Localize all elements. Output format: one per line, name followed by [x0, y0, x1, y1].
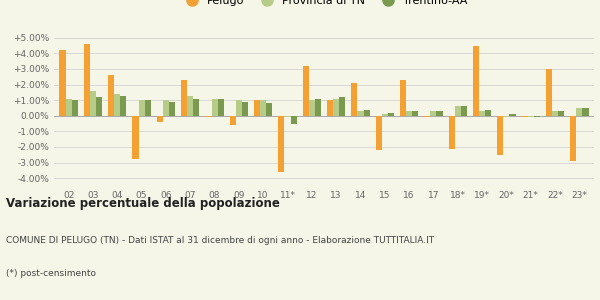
- Bar: [503, 116, 509, 117]
- Bar: [339, 97, 345, 116]
- Text: (*) post-censimento: (*) post-censimento: [6, 269, 96, 278]
- Bar: [181, 80, 187, 116]
- Bar: [546, 69, 552, 116]
- Legend: Pelugo, Provincia di TN, Trentino-AA: Pelugo, Provincia di TN, Trentino-AA: [176, 0, 472, 11]
- Bar: [108, 75, 114, 116]
- Bar: [278, 116, 284, 172]
- Bar: [266, 103, 272, 116]
- Bar: [534, 116, 540, 117]
- Bar: [114, 94, 120, 116]
- Bar: [236, 100, 242, 116]
- Bar: [230, 116, 236, 125]
- Bar: [59, 50, 65, 116]
- Bar: [558, 111, 564, 116]
- Bar: [163, 100, 169, 116]
- Bar: [187, 95, 193, 116]
- Bar: [352, 83, 358, 116]
- Bar: [577, 108, 583, 116]
- Bar: [327, 100, 333, 116]
- Text: Variazione percentuale della popolazione: Variazione percentuale della popolazione: [6, 197, 280, 210]
- Bar: [570, 116, 577, 161]
- Bar: [382, 114, 388, 116]
- Bar: [90, 91, 96, 116]
- Bar: [376, 116, 382, 150]
- Bar: [461, 106, 467, 116]
- Bar: [528, 116, 534, 117]
- Bar: [84, 44, 90, 116]
- Bar: [133, 116, 139, 160]
- Bar: [315, 99, 321, 116]
- Bar: [139, 100, 145, 116]
- Bar: [145, 100, 151, 116]
- Bar: [412, 111, 418, 116]
- Bar: [96, 97, 102, 116]
- Bar: [388, 113, 394, 116]
- Bar: [509, 114, 515, 116]
- Bar: [449, 116, 455, 148]
- Bar: [242, 102, 248, 116]
- Bar: [479, 111, 485, 116]
- Bar: [193, 99, 199, 116]
- Bar: [473, 46, 479, 116]
- Bar: [424, 116, 430, 117]
- Bar: [406, 111, 412, 116]
- Bar: [358, 111, 364, 116]
- Bar: [400, 80, 406, 116]
- Bar: [290, 116, 296, 124]
- Bar: [254, 100, 260, 116]
- Bar: [333, 99, 339, 116]
- Bar: [309, 100, 315, 116]
- Bar: [364, 110, 370, 116]
- Bar: [521, 116, 528, 117]
- Bar: [436, 111, 443, 116]
- Bar: [157, 116, 163, 122]
- Bar: [552, 111, 558, 116]
- Bar: [65, 99, 71, 116]
- Bar: [455, 106, 461, 116]
- Bar: [485, 110, 491, 116]
- Bar: [303, 66, 309, 116]
- Bar: [260, 100, 266, 116]
- Bar: [71, 100, 78, 116]
- Bar: [120, 95, 127, 116]
- Bar: [583, 108, 589, 116]
- Bar: [497, 116, 503, 155]
- Bar: [430, 111, 436, 116]
- Bar: [212, 99, 218, 116]
- Bar: [218, 99, 224, 116]
- Text: COMUNE DI PELUGO (TN) - Dati ISTAT al 31 dicembre di ogni anno - Elaborazione TU: COMUNE DI PELUGO (TN) - Dati ISTAT al 31…: [6, 236, 434, 245]
- Bar: [169, 102, 175, 116]
- Bar: [205, 116, 211, 117]
- Bar: [284, 116, 290, 117]
